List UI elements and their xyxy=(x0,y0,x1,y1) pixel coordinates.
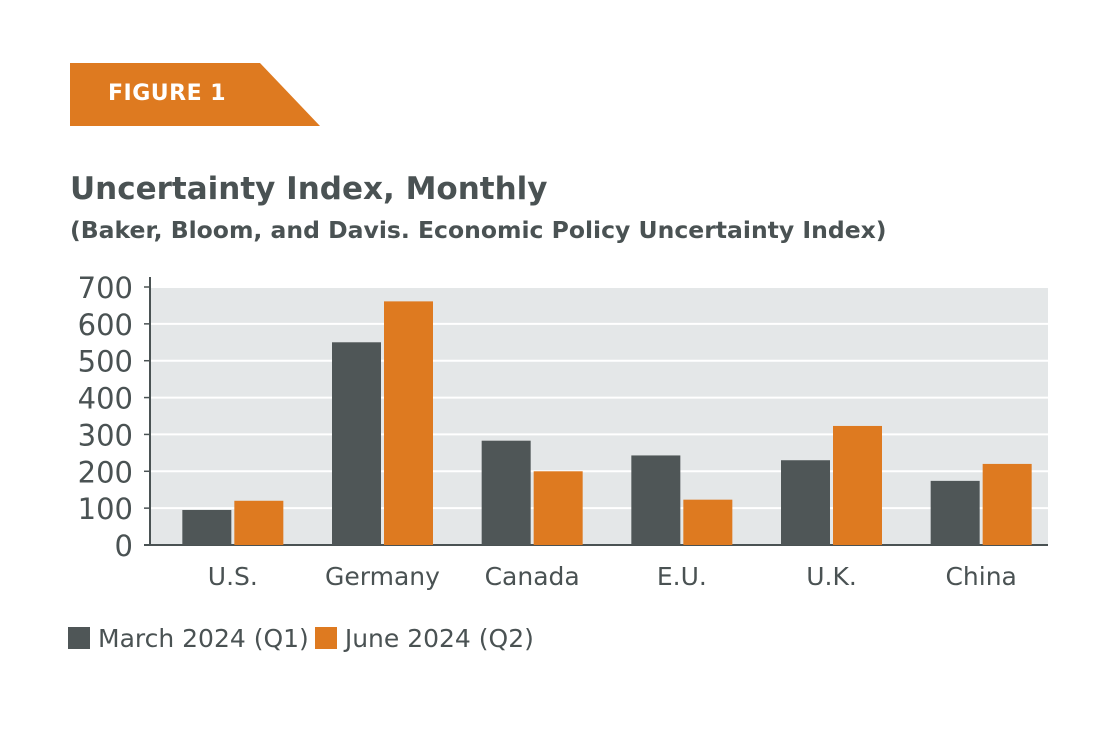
badge-shape xyxy=(70,63,320,126)
x-category-label: U.K. xyxy=(806,562,857,591)
bar-eu-q1 xyxy=(631,455,681,545)
legend-swatch-q1 xyxy=(68,627,90,649)
y-tick-label: 300 xyxy=(78,418,133,452)
bar-china-q2 xyxy=(982,463,1032,545)
bar-canada-q1 xyxy=(481,440,531,545)
bar-uk-q1 xyxy=(781,460,830,545)
figure-label: FIGURE 1 xyxy=(108,81,227,106)
legend-swatch-q2 xyxy=(314,627,337,649)
bar-eu-q2 xyxy=(683,499,733,545)
chart-title: Uncertainty Index, Monthly xyxy=(70,171,548,207)
y-tick-label: 100 xyxy=(78,492,133,526)
bar-canada-q2 xyxy=(533,471,583,545)
legend-item-q2: June 2024 (Q2) xyxy=(314,623,534,653)
bar-china-q1 xyxy=(930,480,980,545)
x-category-label: Canada xyxy=(485,562,580,591)
legend: March 2024 (Q1) June 2024 (Q2) xyxy=(68,621,540,655)
legend-item-q1: March 2024 (Q1) xyxy=(68,624,309,653)
legend-label-q2: June 2024 (Q2) xyxy=(344,623,534,653)
y-tick-label: 500 xyxy=(78,345,133,379)
bar-us-q2 xyxy=(234,500,284,545)
y-tick-label: 200 xyxy=(78,455,133,489)
x-category-label: Germany xyxy=(325,562,440,591)
chart-subtitle: (Baker, Bloom, and Davis. Economic Polic… xyxy=(70,216,887,244)
x-category-label: E.U. xyxy=(657,562,707,591)
plot-background xyxy=(150,287,1048,545)
y-tick-label: 600 xyxy=(78,308,133,342)
x-category-label: U.S. xyxy=(208,562,258,591)
y-tick-label: 0 xyxy=(115,529,133,563)
y-tick-label: 700 xyxy=(78,271,133,305)
bar-uk-q2 xyxy=(833,425,882,545)
legend-label-q1: March 2024 (Q1) xyxy=(98,623,309,653)
bar-us-q1 xyxy=(182,509,232,545)
y-tick-label: 400 xyxy=(78,382,133,416)
figure-badge: FIGURE 1 xyxy=(70,63,320,126)
bar-germany-q2 xyxy=(384,301,433,545)
bar-germany-q1 xyxy=(332,342,381,545)
x-category-label: China xyxy=(945,562,1016,591)
